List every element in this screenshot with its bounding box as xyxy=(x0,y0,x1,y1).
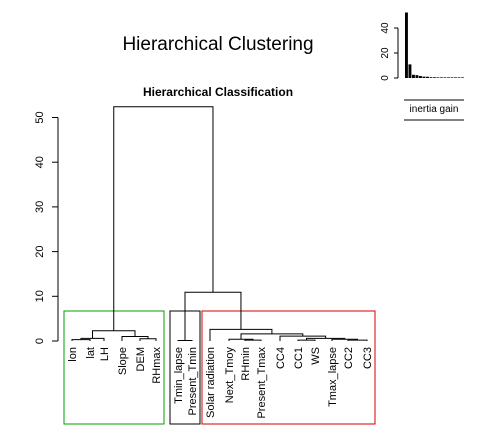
inertia-bar xyxy=(436,77,440,78)
y-tick-label: 20 xyxy=(34,245,46,257)
inertia-bar xyxy=(461,77,464,78)
dendrogram-link xyxy=(113,106,214,331)
cluster-box xyxy=(201,310,376,425)
inertia-bar xyxy=(440,77,443,78)
inertia-bar xyxy=(412,74,415,78)
inertia-bar xyxy=(443,77,447,78)
leaf-labels: lon lat LH Slope DEM RHmax Tmin_lapse Present_T… xyxy=(67,347,374,419)
inertia-bar xyxy=(457,77,461,78)
y-tick-label: 50 xyxy=(34,111,46,123)
inertia-bar xyxy=(415,75,419,78)
dendrogram-link xyxy=(71,339,91,341)
y-tick-label: 20 xyxy=(380,47,391,59)
y-tick-label: 10 xyxy=(34,290,46,302)
leaf-label: Present_Tmax xyxy=(256,347,268,419)
leaf-label: LH xyxy=(99,347,111,361)
inertia-bar xyxy=(408,64,412,78)
leaf-label: DEM xyxy=(135,347,147,371)
y-tick-label: 40 xyxy=(380,22,391,34)
inertia-bar xyxy=(447,77,450,78)
leaf-label: Present_Tmin xyxy=(187,347,199,415)
y-axis: 0 20 40 xyxy=(380,22,399,81)
inertia-bar xyxy=(429,77,433,78)
leaf-label: CC1 xyxy=(293,347,305,369)
inertia-bar xyxy=(405,12,408,78)
dendrogram-link xyxy=(92,330,136,339)
bars xyxy=(405,12,464,78)
inertia-bar xyxy=(426,76,429,78)
dendrogram-title: Hierarchical Classification xyxy=(143,85,293,99)
leaf-label: CC3 xyxy=(362,347,374,369)
dendrogram-link xyxy=(244,339,262,341)
dendrogram-links xyxy=(71,106,368,342)
leaf-label: WS xyxy=(310,347,322,365)
leaf-label: RHmax xyxy=(151,347,163,384)
leaf-label: lon xyxy=(67,347,79,362)
inertia-bar xyxy=(433,77,436,78)
dendrogram-link xyxy=(347,339,368,341)
leaf-label: CC2 xyxy=(343,347,355,369)
leaf-label: Tmax_lapse xyxy=(327,347,339,407)
x-axis-label: inertia gain xyxy=(410,104,459,115)
inertia-gain-chart: 0 20 40 inertia gain xyxy=(380,12,464,121)
figure-title: Hierarchical Clustering xyxy=(122,34,313,55)
y-tick-label: 0 xyxy=(380,75,391,81)
leaf-label: Next_Tmoy xyxy=(224,347,236,404)
leaf-label: RHmin xyxy=(240,347,252,381)
dendrogram-link xyxy=(139,338,157,341)
y-tick-label: 40 xyxy=(34,156,46,168)
dendrogram-link xyxy=(184,291,242,341)
inertia-bar xyxy=(450,77,454,78)
dendrogram-link xyxy=(297,339,316,341)
dendrogram-chart: Hierarchical Classification 01020304050 … xyxy=(34,85,376,425)
inertia-bar xyxy=(454,77,457,78)
y-tick-label: 30 xyxy=(34,201,46,213)
leaf-label: Tmin_lapse xyxy=(173,347,185,404)
leaf-label: CC4 xyxy=(275,347,287,369)
leaf-label: Slope xyxy=(117,347,129,375)
leaf-label: Solar radiation xyxy=(205,347,217,418)
y-axis: 0 10 20 30 40 50 xyxy=(34,111,59,344)
y-tick-label: 0 xyxy=(34,338,46,344)
leaf-label: lat xyxy=(85,347,97,359)
inertia-bar xyxy=(422,76,426,78)
inertia-bar xyxy=(419,76,422,78)
